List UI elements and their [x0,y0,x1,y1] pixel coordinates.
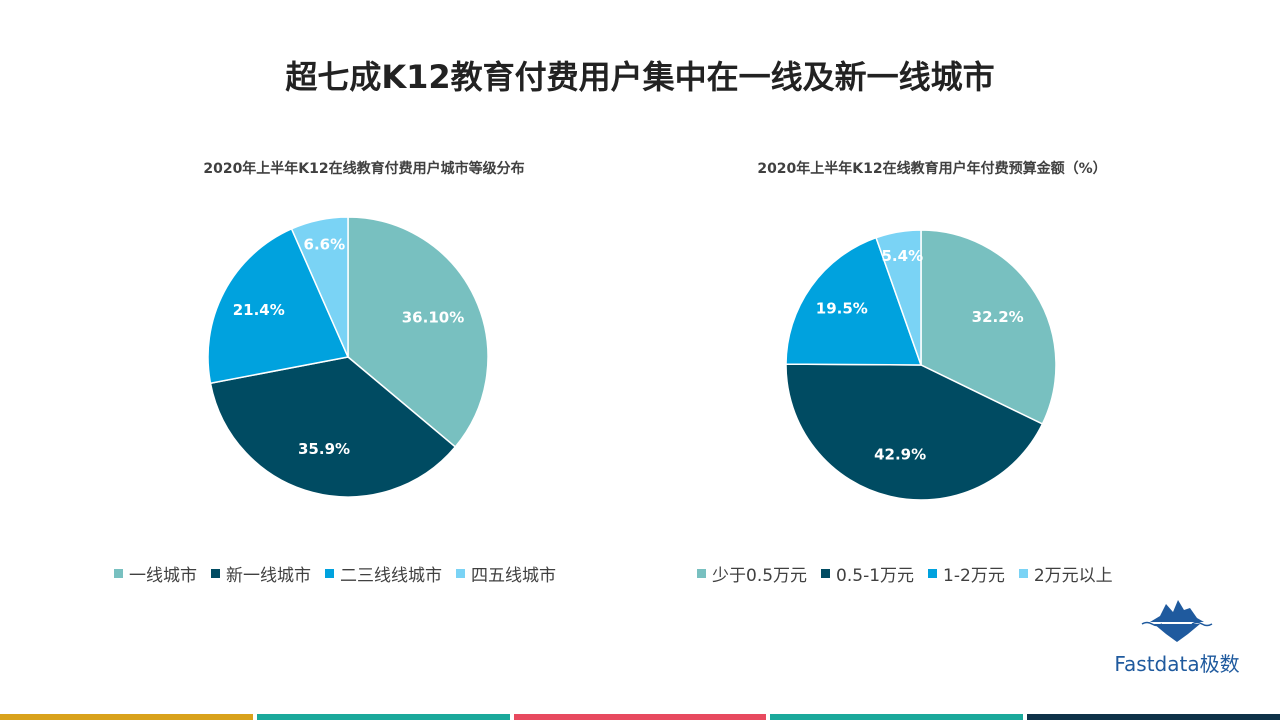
legend-swatch [114,569,123,578]
legend-budget: 少于0.5万元 0.5-1万元 1-2万元 2万元以上 [697,561,1127,586]
legend-swatch [1018,569,1028,578]
bottom-bar-segment-2 [513,714,767,720]
legend-city-tier: 一线城市 新一线城市 二三线线城市 四五线城市 [114,561,570,586]
pie-slice-0-1 [209,356,457,498]
legend-swatch [456,569,465,578]
pie-slice-1-1 [785,363,1044,501]
legend-item: 2万元以上 [1018,561,1113,586]
legend-swatch [697,569,706,578]
bottom-bar-segment-0 [0,714,253,720]
legend-label: 少于0.5万元 [712,566,808,586]
iceberg-logo-icon [1141,600,1213,642]
legend-label: 四五线城市 [471,566,556,586]
pie-slice-0-0 [347,216,489,448]
chart-title-city-tier: 2020年上半年K12在线教育付费用户城市等级分布 [203,161,525,177]
pie-label-0-2: 21.4% [233,301,285,319]
pie-slice-0-3 [290,216,349,358]
chart-title-budget: 2020年上半年K12在线教育用户年付费预算金额（%） [757,161,1107,177]
pie-label-0-3: 6.6% [304,236,346,254]
logo-text: Fastdata极数 [1114,652,1240,676]
legend-swatch [325,569,334,578]
pie-slice-1-0 [920,229,1057,426]
legend-item: 一线城市 [114,561,197,586]
legend-swatch [211,569,220,578]
legend-label: 1-2万元 [943,566,1005,586]
legend-item: 0.5-1万元 [821,561,914,586]
legend-item: 新一线城市 [211,561,311,586]
bottom-bar-segment-3 [770,714,1024,720]
legend-label: 二三线线城市 [340,566,442,586]
legend-item: 1-2万元 [928,561,1005,586]
pie-label-1-1: 42.9% [874,445,926,463]
pie-label-1-2: 19.5% [816,300,868,318]
pie-label-1-0: 32.2% [972,308,1024,326]
fastdata-logo: Fastdata极数 [1102,596,1252,680]
legend-label: 一线城市 [129,566,197,586]
page-title: 超七成K12教育付费用户集中在一线及新一线城市 [285,58,995,96]
bottom-color-bar [0,714,1280,720]
pie-label-1-3: 5.4% [882,247,924,265]
bottom-bar-segment-1 [256,714,510,720]
legend-label: 2万元以上 [1033,566,1113,586]
legend-swatch [821,569,831,578]
legend-item: 少于0.5万元 [697,561,807,586]
legend-item: 二三线线城市 [325,561,442,586]
legend-item: 四五线城市 [456,561,556,586]
pie-label-0-1: 35.9% [298,440,350,458]
pie-slice-0-2 [207,227,350,385]
bottom-bar-segment-4 [1027,714,1280,720]
pie-slice-1-3 [875,229,922,366]
legend-swatch [928,569,938,578]
legend-label: 0.5-1万元 [836,566,915,586]
legend-label: 新一线城市 [226,566,311,586]
pie-label-0-0: 36.10% [402,308,464,326]
